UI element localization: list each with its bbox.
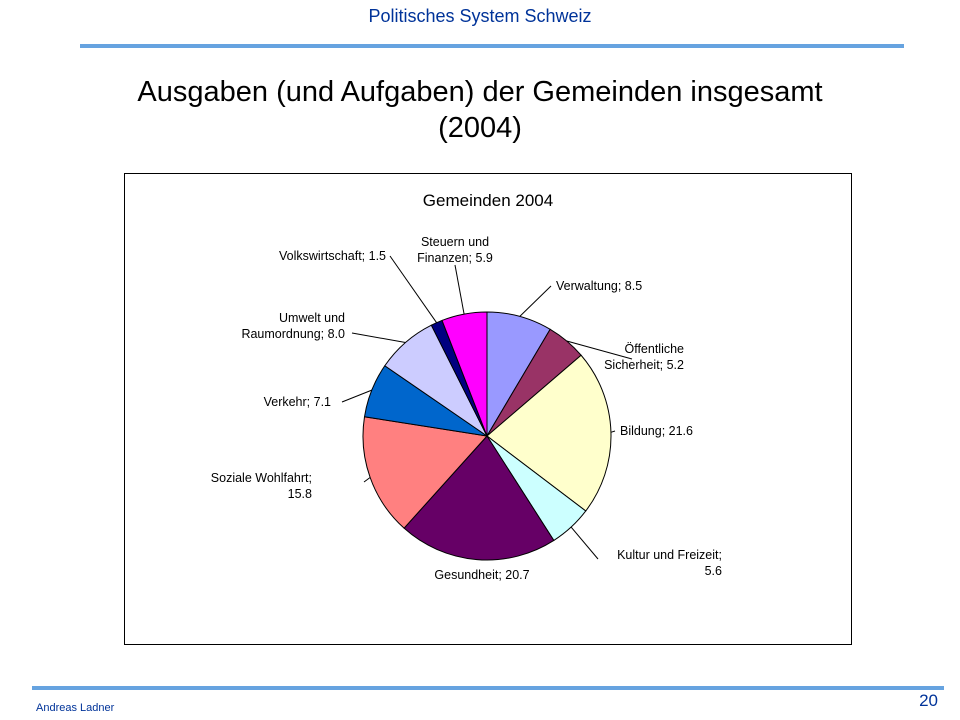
slice-label-line: Soziale Wohlfahrt; [211,471,312,485]
header-divider [80,44,904,48]
slice-label-10: Steuern und Finanzen; 5.9 [417,235,493,265]
leader-line-7 [341,389,372,403]
slice-label-line: Verkehr; 7.1 [264,395,331,409]
slice-label-5: Gesundheit; 20.7 [434,568,529,582]
leader-line-10 [454,264,465,315]
page-number: 20 [919,691,938,710]
slice-label-line: Sicherheit; 5.2 [604,358,684,372]
slice-label-7: Verkehr; 7.1 [264,395,331,409]
slice-label-1: Verwaltung; 8.5 [556,279,642,293]
slice-label-line: Bildung; 21.6 [620,424,693,438]
slice-label-line: Verwaltung; 8.5 [556,279,642,293]
slice-label-9: Volkswirtschaft; 1.5 [279,249,386,263]
pie-slice-5 [403,435,555,561]
chart-title: Gemeinden 2004 [423,191,553,210]
slice-label-line: Volkswirtschaft; 1.5 [279,249,386,263]
slide-title: Ausgaben (und Aufgaben) der Gemeinden in… [60,74,900,146]
slice-label-line: Finanzen; 5.9 [417,251,493,265]
slice-label-line: Gesundheit; 20.7 [434,568,529,582]
pie-slice-3 [486,354,612,512]
slice-labels: Verwaltung; 8.5 Öffentliche Sicherheit; 5.… [211,235,722,582]
slide-title-line-2: (2004) [438,112,522,144]
slide-title-line-1: Ausgaben (und Aufgaben) der Gemeinden in… [137,76,823,108]
slice-label-6: Soziale Wohlfahrt; 15.8 [211,471,312,501]
footer-divider [32,686,944,690]
leader-line-4 [570,526,599,560]
slice-label-line: Steuern und [421,235,489,249]
slice-label-line: Raumordnung; 8.0 [241,327,345,341]
leader-line-8 [351,332,406,343]
slice-label-line: 5.6 [705,564,722,578]
leader-line-6 [363,477,371,483]
slice-label-line: Kultur und Freizeit; [617,548,722,562]
label-leader-lines [341,255,633,560]
pie-slices [362,311,612,561]
leader-line-9 [389,255,438,323]
slice-label-4: Kultur und Freizeit; 5.6 [617,548,722,578]
slice-label-line: Umwelt und [279,311,345,325]
slice-label-8: Umwelt und Raumordnung; 8.0 [241,311,345,341]
header-title: Politisches System Schweiz [368,6,592,26]
leader-line-1 [519,285,552,317]
slice-label-3: Bildung; 21.6 [620,424,693,438]
pie-slice-10 [441,311,488,437]
leader-line-2 [566,340,633,360]
footer-author: Andreas Ladner [36,702,115,714]
slice-label-2: Öffentliche Sicherheit; 5.2 [604,342,684,372]
pie-slice-6 [362,416,488,529]
leader-line-3 [610,430,616,433]
pie-chart: Gemeinden 2004 Verwaltung; 8.5 Öffentlich… [211,191,722,582]
slice-label-line: Öffentliche [624,342,684,356]
slice-label-line: 15.8 [288,487,312,501]
